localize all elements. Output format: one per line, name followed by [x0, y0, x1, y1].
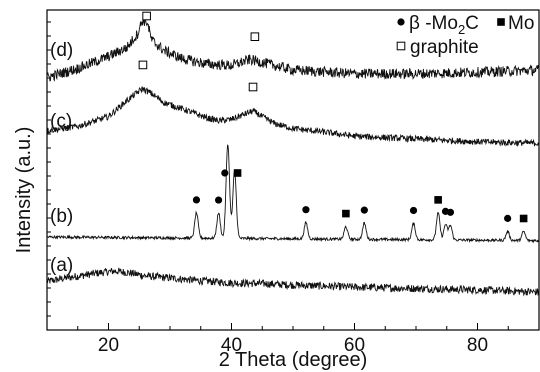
circle-marker-10 [446, 208, 455, 216]
legend-label-beta-mo2c: β -Mo2C [409, 13, 479, 37]
x-tick-label: 20 [98, 335, 119, 356]
panel-label-c: (c) [50, 111, 72, 132]
panel-label-a: (a) [50, 255, 73, 276]
square-marker-12 [519, 214, 528, 223]
legend-marker-graphite [396, 41, 406, 51]
panel-label-d: (d) [50, 40, 73, 61]
panel-label-b: (b) [50, 206, 73, 227]
circle-marker-2 [221, 169, 229, 177]
open-square-marker-16 [250, 32, 260, 42]
peak-markers [138, 11, 528, 223]
legend-marker-beta-mo2c [397, 18, 405, 26]
x-axis-title: 2 Theta (degree) [219, 349, 368, 371]
x-tick-label: 80 [467, 335, 488, 356]
circle-marker-0 [192, 196, 201, 204]
square-marker-8 [434, 196, 442, 204]
curves [46, 16, 540, 297]
circle-marker-7 [409, 206, 418, 215]
open-square-marker-15 [142, 11, 151, 21]
circle-marker-4 [302, 206, 310, 214]
panel-labels: (a) (b) (c) (d) [50, 40, 73, 276]
open-square-marker-14 [248, 82, 258, 92]
curve-b [46, 144, 540, 244]
open-square-marker-13 [138, 60, 148, 70]
circle-marker-11 [504, 214, 512, 222]
legend-marker-mo [497, 18, 505, 26]
axis-ticks [46, 21, 540, 330]
square-marker-5 [342, 209, 350, 218]
x-tick-label: 40 [221, 335, 242, 356]
legend-label-mo: Mo [508, 13, 534, 34]
curve-d [46, 16, 540, 82]
legend-label-graphite: graphite [410, 37, 479, 58]
circle-marker-1 [214, 196, 223, 204]
circle-marker-6 [360, 206, 368, 214]
plot-frame [46, 9, 540, 331]
curve-a [46, 267, 540, 297]
x-tick-label: 60 [344, 335, 365, 356]
curve-c [46, 86, 540, 148]
y-axis-title: Intensity (a.u.) [13, 127, 35, 254]
legend: β -Mo2C Mo graphite [396, 13, 534, 58]
x-tick-labels: 20 40 60 80 [98, 335, 488, 356]
square-marker-3 [233, 169, 242, 177]
